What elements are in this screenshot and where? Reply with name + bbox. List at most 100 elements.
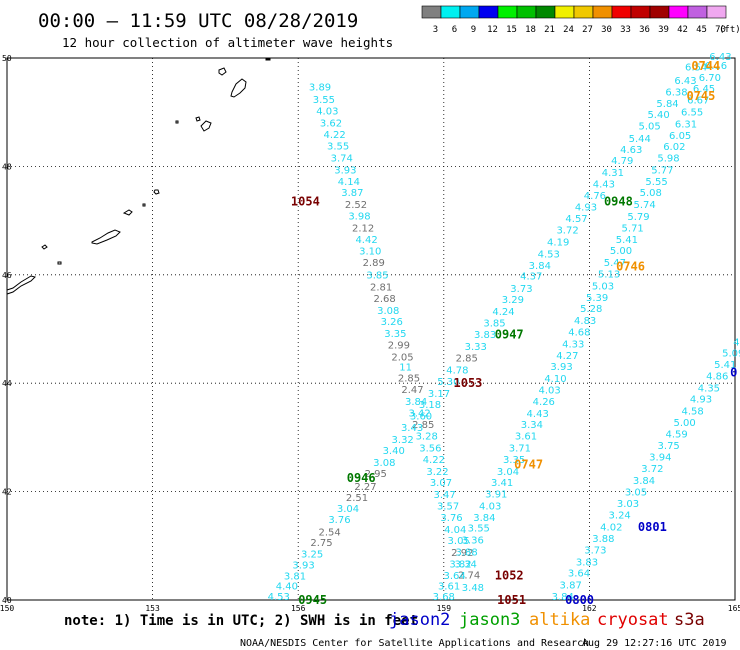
wave-height-value: 3.76 bbox=[328, 515, 350, 526]
wave-height-value: 3.83 bbox=[576, 557, 598, 568]
wave-height-value: 5.13 bbox=[598, 270, 620, 281]
wave-height-value: 3.43 bbox=[401, 423, 423, 434]
wave-height-value: 6.43 bbox=[674, 76, 696, 87]
pass-time-label-altika: 0744 bbox=[691, 59, 720, 73]
pass-time-label-jason3: 0946 bbox=[347, 471, 376, 485]
wave-height-value: 4.58 bbox=[681, 407, 703, 418]
longitude-tick-label: 156 bbox=[291, 604, 306, 613]
pass-time-label-altika: 0747 bbox=[514, 458, 543, 472]
axis-tick-labels: 150 153 156 159 162 165 50 48 46 44 42 40 bbox=[0, 54, 740, 613]
wave-height-value: 3.84 bbox=[473, 513, 495, 524]
colorbar-label: 33 bbox=[620, 25, 631, 35]
colorbar-swatch bbox=[535, 5, 556, 19]
wave-height-value: 3.04 bbox=[497, 467, 519, 478]
wave-height-value: 5.55 bbox=[645, 177, 667, 188]
wave-height-value: 6.02 bbox=[663, 142, 685, 153]
wave-height-value: 5.44 bbox=[629, 134, 651, 145]
wave-height-value: 3.71 bbox=[509, 443, 531, 454]
colorbar-swatch bbox=[459, 5, 480, 19]
wave-height-value: 4.24 bbox=[492, 307, 514, 318]
wave-height-value: 4.43 bbox=[593, 180, 615, 191]
wave-height-value: 6.05 bbox=[669, 131, 691, 142]
colorbar-swatch bbox=[478, 5, 499, 19]
wave-height-value: 3.68 bbox=[433, 592, 455, 603]
latitude-tick-label: 44 bbox=[2, 379, 12, 388]
wave-height-value: 3.88 bbox=[455, 548, 477, 559]
pass-time-label-jason3: 0945 bbox=[298, 593, 327, 607]
wave-height-value: 3.73 bbox=[510, 284, 532, 295]
colorbar-label: 15 bbox=[506, 25, 517, 35]
wave-height-value: 3.87 bbox=[560, 581, 582, 592]
lat-lon-gridlines bbox=[7, 58, 735, 600]
wave-height-value: 4.22 bbox=[323, 130, 345, 141]
wave-height-value: 4.26 bbox=[533, 397, 555, 408]
wave-height-value: 5.41 bbox=[616, 235, 638, 246]
wave-height-value: 2.89 bbox=[363, 258, 385, 269]
satellite-pass-time-labels: 0800 0801 0 0945 0946 0947 0948 0744 0745 0746 074… bbox=[291, 59, 737, 607]
colorbar-label: 3 bbox=[433, 25, 438, 35]
latitude-tick-label: 50 bbox=[2, 54, 12, 63]
legend-note: note: 1) Time is in UTC; 2) SWH is in fe… bbox=[64, 613, 418, 629]
island-shape bbox=[153, 189, 160, 195]
wave-height-value: 3.76 bbox=[440, 513, 462, 524]
wave-height-value: 5.79 bbox=[627, 212, 649, 223]
wave-height-value: 3.73 bbox=[584, 545, 606, 556]
wave-height-value: 5.30 bbox=[437, 377, 459, 388]
wave-height-value: 4.53 bbox=[268, 592, 290, 603]
wave-height-value: 4.83 bbox=[574, 316, 596, 327]
legend-jason3: jason3 bbox=[459, 610, 520, 630]
wave-height-value: 4.6 bbox=[733, 337, 740, 348]
pass-time-label-cryosat: 1052 bbox=[495, 569, 524, 583]
island-shape bbox=[175, 120, 179, 124]
island-shape bbox=[142, 203, 146, 207]
wave-height-value: 4.79 bbox=[611, 156, 633, 167]
colorbar-label: 70 bbox=[715, 25, 726, 35]
wave-height-value: 3.25 bbox=[301, 550, 323, 561]
wave-height-value: 2.05 bbox=[391, 352, 413, 363]
wave-height-value: 5.00 bbox=[610, 246, 632, 257]
wave-height-value: 3.35 bbox=[384, 329, 406, 340]
latitude-tick-label: 42 bbox=[2, 488, 12, 497]
wave-height-value: 3.91 bbox=[485, 490, 507, 501]
wave-height-value: 4.93 bbox=[575, 202, 597, 213]
colorbar-swatch bbox=[706, 5, 727, 19]
wave-height-value: 3.47 bbox=[433, 490, 455, 501]
colorbar-swatch bbox=[649, 5, 670, 19]
wave-height-value: 3.56 bbox=[419, 443, 441, 454]
legend-s3a: s3a bbox=[674, 610, 705, 630]
island-shape bbox=[200, 120, 212, 132]
wave-height-value: 3.88 bbox=[592, 534, 614, 545]
wave-height-value: 3.05 bbox=[625, 487, 647, 498]
wave-height-value: 3.64 bbox=[568, 569, 590, 580]
colorbar-label: 6 bbox=[452, 25, 457, 35]
wave-height-value: 6.70 bbox=[699, 73, 721, 84]
wave-height-value: 2.47 bbox=[401, 385, 423, 396]
colorbar-label: 36 bbox=[639, 25, 650, 35]
wave-height-value: 2.52 bbox=[345, 200, 367, 211]
colorbar-swatch bbox=[687, 5, 708, 19]
colorbar-swatch bbox=[611, 5, 632, 19]
wave-height-values: 3.893.554.033.624.223.553.743.934.143.87… bbox=[268, 52, 740, 603]
wave-height-value: 3.03 bbox=[617, 499, 639, 510]
wave-height-value: 4.10 bbox=[544, 374, 566, 385]
wave-height-value: 4.04 bbox=[444, 525, 466, 536]
wave-height-value: 3.08 bbox=[373, 458, 395, 469]
longitude-tick-label: 150 bbox=[0, 604, 14, 613]
wave-height-value: 3.07 bbox=[430, 478, 452, 489]
wave-height-value: 6.67 bbox=[687, 96, 709, 107]
wave-height-value: 3.84 bbox=[405, 397, 427, 408]
wave-height-value: 3.08 bbox=[377, 306, 399, 317]
wave-height-value: 4.76 bbox=[584, 191, 606, 202]
wave-height-value: 4.63 bbox=[620, 145, 642, 156]
wave-height-value: 2.68 bbox=[374, 294, 396, 305]
island-shape bbox=[195, 116, 201, 122]
pass-time-label-altika: 0746 bbox=[616, 260, 645, 274]
wave-height-value: 3.34 bbox=[521, 420, 543, 431]
wave-height-value: 6.55 bbox=[681, 107, 703, 118]
wave-height-value: 3.10 bbox=[359, 247, 381, 258]
wave-height-value: 2.85 bbox=[412, 420, 434, 431]
wave-height-value: 4.37 bbox=[520, 272, 542, 283]
wave-height-value: 3.87 bbox=[341, 188, 363, 199]
island-shape bbox=[265, 58, 271, 61]
wave-height-value: 4.43 bbox=[527, 409, 549, 420]
